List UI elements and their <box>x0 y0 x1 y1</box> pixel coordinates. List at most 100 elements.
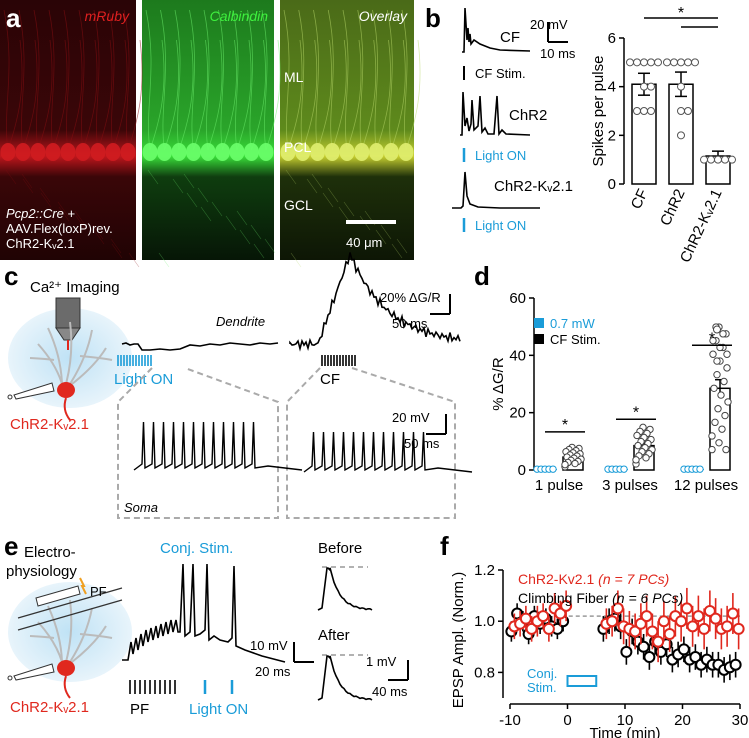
data-point <box>633 107 641 115</box>
purkinje-soma <box>120 143 136 161</box>
granule-fiber <box>239 229 251 245</box>
y-tick-label: 60 <box>509 290 526 307</box>
data-point <box>700 155 708 164</box>
data-point <box>611 602 624 615</box>
data-point-cf <box>642 454 650 462</box>
data-point <box>647 82 655 91</box>
zoom-lines-right <box>286 367 456 519</box>
dendrite-line <box>357 9 377 151</box>
trace-epsp-after <box>317 655 373 701</box>
granule-fiber <box>74 210 86 226</box>
dendrite-branch <box>29 635 55 639</box>
data-point <box>677 131 685 140</box>
genotype-line-2: AAV.Flex(loxP)rev. <box>6 221 113 236</box>
panel-f: f 0.8 1.0 1.2 -10 0 10 20 30 Time (min) EPSP Ampl… <box>440 531 748 738</box>
panel-e-letter: e <box>4 531 18 561</box>
image-title-mruby: mRuby <box>85 8 130 24</box>
x-tick-label: CF <box>628 187 652 212</box>
purkinje-soma <box>229 143 245 161</box>
data-point-cf <box>632 456 640 464</box>
x-tick-label: 0 <box>563 712 571 729</box>
data-point-light <box>696 465 704 473</box>
trace-label-chr2: ChR2 <box>509 107 547 124</box>
stim-label-light-e: Light ON <box>189 701 248 718</box>
trace-soma-cf <box>303 431 473 473</box>
scale-label-t: 10 ms <box>540 46 576 61</box>
purkinje-soma <box>369 143 384 161</box>
dendrite-line <box>3 9 23 151</box>
granule-fiber <box>343 201 355 217</box>
legend-black: Climbing Fiber (n = 6 PCs) <box>518 590 683 606</box>
dendrite-line <box>48 9 68 151</box>
purkinje-soma <box>15 143 31 161</box>
electrode-icon <box>7 382 55 400</box>
dendrite-line <box>218 9 237 151</box>
granule-fiber <box>172 178 184 194</box>
data-point <box>703 604 716 617</box>
stim-label-light-2: Light ON <box>475 218 526 233</box>
data-point <box>637 640 650 653</box>
dendrite-line <box>203 9 223 151</box>
x-tick-label: 12 pulses <box>674 477 738 494</box>
y-tick-label: 1.2 <box>474 562 495 579</box>
data-point-cf <box>713 325 721 334</box>
granule-fiber <box>39 187 51 203</box>
y-axis-label: Spikes per pulse <box>590 56 607 167</box>
data-point-cf <box>719 330 727 338</box>
purkinje-soma <box>90 143 106 161</box>
granule-fiber <box>186 192 198 208</box>
panel-c-title: Ca²⁺ Imaging <box>30 279 120 296</box>
dendrite-line <box>145 9 165 151</box>
purkinje-soma <box>258 143 274 161</box>
construct-label-e: ChR2-Kᵥ2.1 <box>10 699 89 716</box>
stim-box <box>566 675 598 687</box>
data-point <box>647 58 655 67</box>
pf-electrode-icon <box>17 577 123 631</box>
data-point <box>663 58 671 67</box>
data-point-cf <box>633 431 641 440</box>
data-point <box>633 58 641 67</box>
granule-fiber <box>264 238 276 254</box>
data-point-cf <box>722 445 730 454</box>
data-point <box>684 107 692 115</box>
granule-fiber <box>327 187 339 203</box>
granule-fiber <box>380 224 392 240</box>
purkinje-soma <box>295 143 311 161</box>
dendrite-branch <box>29 357 55 361</box>
granule-fiber <box>111 243 123 259</box>
panel-e-title-1: Electro- <box>24 544 76 561</box>
data-point <box>626 58 634 67</box>
data-point <box>629 625 642 638</box>
panel-c: c Ca²⁺ Imaging ChR2-Kᵥ2.1 Dendrite Light… <box>4 252 473 519</box>
data-point-cf <box>713 357 721 365</box>
data-point-cf <box>720 377 728 386</box>
data-point <box>654 58 662 67</box>
purkinje-soma <box>75 143 91 161</box>
granule-fiber <box>147 169 159 185</box>
panel-d-letter: d <box>474 261 490 291</box>
y-tick-label: 0 <box>608 176 616 193</box>
granule-fiber <box>338 206 350 222</box>
image-title-calbindin: Calbindin <box>210 8 269 24</box>
purkinje-soma <box>310 143 325 161</box>
data-point-cf <box>634 441 642 450</box>
granule-fiber <box>375 229 387 245</box>
data-point <box>729 658 742 671</box>
trace-chr2-kv21 <box>452 171 540 209</box>
scale-label-t-e2: 40 ms <box>372 684 408 699</box>
y-tick-label: 0.8 <box>474 664 495 681</box>
panel-a: a mRuby Calbindin Overlay Pcp2::Cre + AA… <box>0 0 421 268</box>
x-tick-label: -10 <box>499 712 521 729</box>
data-point-cf <box>723 350 731 358</box>
granule-fiber <box>250 224 262 240</box>
stim-label-light-c: Light ON <box>114 371 173 388</box>
scale-label-dgr: 20% ΔG/R <box>380 290 441 305</box>
scale-bar-label: 40 μm <box>346 235 382 250</box>
light-stim-ticks <box>117 355 152 366</box>
purkinje-soma <box>354 143 370 161</box>
significance-star: * <box>709 330 715 347</box>
y-tick-label: 4 <box>608 79 616 96</box>
purkinje-soma <box>60 143 76 161</box>
purkinje-soma <box>142 143 158 161</box>
